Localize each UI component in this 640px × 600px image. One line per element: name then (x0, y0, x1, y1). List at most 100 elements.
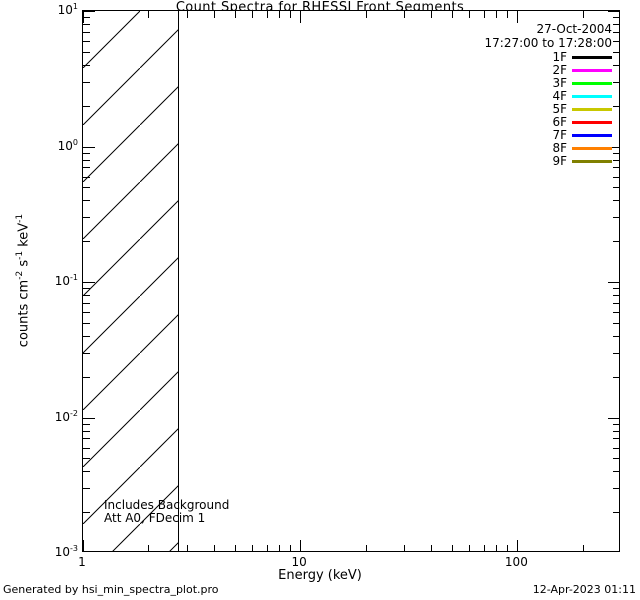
x-minor-tick-top (252, 11, 253, 18)
annotation-attenuator-state: Att A0, FDecim 1 (104, 511, 206, 525)
y-axis-title-mid2: keV (16, 222, 32, 251)
y-tick-label: 100 (34, 137, 78, 153)
legend-item: 2F (404, 64, 616, 77)
x-minor-tick-top (187, 11, 188, 18)
y-minor-tick (83, 17, 90, 18)
y-tick-mantissa: 10 (57, 3, 73, 17)
y-minor-tick-right (613, 65, 619, 66)
y-tick-exponent: 0 (72, 137, 78, 147)
y-minor-tick (83, 312, 90, 313)
x-minor-tick-top (366, 11, 367, 18)
y-minor-tick-right (613, 200, 619, 201)
y-minor-tick-right (613, 17, 619, 18)
x-minor-tick (496, 545, 497, 551)
annotation-includes-background: Includes Background (104, 498, 230, 512)
x-minor-tick-top (148, 11, 149, 18)
legend-item: 1F (404, 51, 616, 64)
legend-item: 6F (404, 116, 616, 129)
x-major-tick (300, 540, 301, 551)
legend-color-swatch (572, 147, 612, 150)
legend-color-swatch (572, 69, 612, 72)
y-tick-exponent: -1 (70, 273, 78, 282)
y-axis-title-mid1: s (16, 259, 32, 271)
y-minor-tick (83, 167, 90, 168)
x-minor-tick-top (290, 11, 291, 18)
y-tick-label: 10-3 (34, 545, 78, 560)
x-minor-tick-top (404, 11, 405, 18)
y-minor-tick-right (613, 24, 619, 25)
y-minor-tick (83, 488, 90, 489)
legend-item: 8F (404, 142, 616, 155)
legend-color-swatch (572, 82, 612, 85)
y-minor-tick (83, 353, 90, 354)
x-minor-tick (469, 545, 470, 551)
x-tick-label: 10 (291, 555, 307, 569)
x-minor-tick (507, 545, 508, 551)
y-minor-tick (83, 187, 90, 188)
legend-item-label: 7F (552, 128, 567, 142)
y-tick-exponent: 1 (72, 2, 78, 11)
y-minor-tick-right (613, 438, 619, 439)
y-minor-tick-right (613, 488, 619, 489)
y-minor-tick (83, 200, 90, 201)
y-minor-tick-right (613, 82, 619, 83)
y-major-tick-right (608, 147, 619, 148)
y-minor-tick (83, 336, 90, 337)
legend-item: 5F (404, 103, 616, 116)
y-minor-tick (83, 241, 90, 242)
x-minor-tick (187, 545, 188, 551)
y-minor-tick-right (613, 312, 619, 313)
x-major-tick (83, 540, 84, 551)
y-minor-tick (83, 458, 90, 459)
legend-item-label: 3F (552, 76, 567, 90)
x-minor-tick-top (214, 11, 215, 18)
y-minor-tick (83, 24, 90, 25)
y-minor-tick-right (613, 353, 619, 354)
x-minor-tick-top (452, 11, 453, 18)
y-minor-tick-right (613, 448, 619, 449)
y-minor-tick-right (613, 336, 619, 337)
y-minor-tick (83, 448, 90, 449)
legend-item-label: 1F (552, 50, 567, 64)
y-minor-tick (83, 295, 90, 296)
y-axis-title-exp1: -2 (15, 270, 26, 280)
y-minor-tick-right (613, 217, 619, 218)
legend-color-swatch (572, 134, 612, 137)
legend-color-swatch (572, 95, 612, 98)
y-minor-tick-right (613, 177, 619, 178)
hatched-region (83, 11, 179, 551)
x-minor-tick (484, 545, 485, 551)
y-axis-title-base: counts cm (16, 279, 32, 348)
footer-generator: Generated by hsi_min_spectra_plot.pro (3, 583, 219, 596)
x-major-tick-top (300, 11, 301, 23)
y-minor-tick (83, 217, 90, 218)
y-minor-tick (83, 153, 90, 154)
x-axis-title: Energy (keV) (278, 568, 362, 583)
y-minor-tick (83, 377, 90, 378)
legend-item: 4F (404, 90, 616, 103)
x-minor-tick-top (235, 11, 236, 18)
y-major-tick (83, 147, 95, 148)
x-minor-tick (404, 545, 405, 551)
legend-item: 9F (404, 155, 616, 168)
y-tick-label: 10-2 (34, 409, 78, 424)
y-tick-mantissa: 10 (57, 138, 73, 153)
y-minor-tick-right (613, 32, 619, 33)
y-major-tick (83, 282, 95, 283)
y-minor-tick-right (613, 52, 619, 53)
legend-color-swatch (572, 56, 612, 59)
plot-area (82, 10, 620, 552)
y-minor-tick (83, 52, 90, 53)
legend-entries: 1F 2F 3F 4F 5F 6F 7F 8F 9F (404, 51, 616, 168)
y-minor-tick (83, 177, 90, 178)
y-tick-mantissa: 10 (54, 545, 71, 559)
y-minor-tick (83, 160, 90, 161)
y-minor-tick (83, 438, 90, 439)
y-major-tick-right (608, 418, 619, 419)
x-minor-tick-top (583, 11, 584, 18)
legend-color-swatch (572, 108, 612, 111)
x-minor-tick (214, 545, 215, 551)
y-major-tick-right (608, 11, 619, 12)
y-tick-mantissa: 10 (54, 409, 71, 424)
hatch-pattern-svg (83, 11, 179, 551)
